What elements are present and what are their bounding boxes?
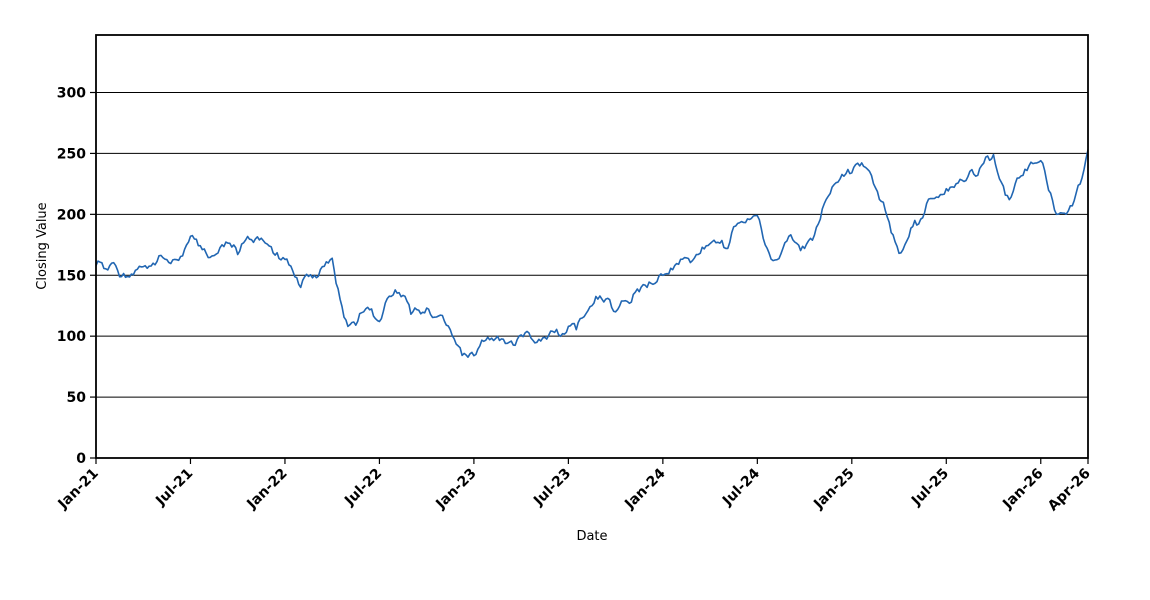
x-tick-label-Jul-23: Jul-23: [530, 466, 574, 510]
y-axis-title: Closing Value: [35, 202, 50, 289]
y-tick-label-0: 0: [76, 451, 86, 467]
y-tick-label-50: 50: [67, 390, 87, 406]
y-tick-label-300: 300: [57, 86, 86, 102]
x-tick-label-Jul-21: Jul-21: [152, 466, 196, 510]
x-tick-label-Apr-26: Apr-26: [1045, 466, 1094, 515]
y-tick-label-250: 250: [57, 146, 86, 162]
y-axis-ticks: 0 50 100 150 200 250 300: [57, 86, 96, 467]
closing-value-line-series: [96, 149, 1088, 358]
x-axis-ticks: Jan-21 Jul-21 Jan-22 Jul-22 Jan-23 Jul-23 Jan-…: [55, 458, 1094, 514]
x-tick-label-Jul-24: Jul-24: [719, 465, 763, 509]
x-tick-label-Jan-21: Jan-21: [55, 466, 102, 513]
x-tick-label-Jan-22: Jan-22: [243, 466, 290, 513]
x-tick-label-Jan-25: Jan-25: [810, 466, 857, 513]
y-tick-label-150: 150: [57, 268, 86, 284]
plot-area-border: [95, 34, 1089, 459]
y-tick-label-200: 200: [57, 207, 86, 223]
x-tick-label-Jan-26: Jan-26: [999, 466, 1046, 513]
x-tick-label-Jan-23: Jan-23: [432, 466, 479, 513]
horizontal-gridlines: [96, 92, 1088, 398]
x-tick-label-Jul-25: Jul-25: [908, 466, 952, 510]
x-tick-label-Jan-24: Jan-24: [621, 465, 668, 512]
x-tick-label-Jul-22: Jul-22: [341, 466, 385, 510]
y-tick-label-100: 100: [57, 329, 86, 345]
x-axis-title: Date: [576, 529, 607, 544]
